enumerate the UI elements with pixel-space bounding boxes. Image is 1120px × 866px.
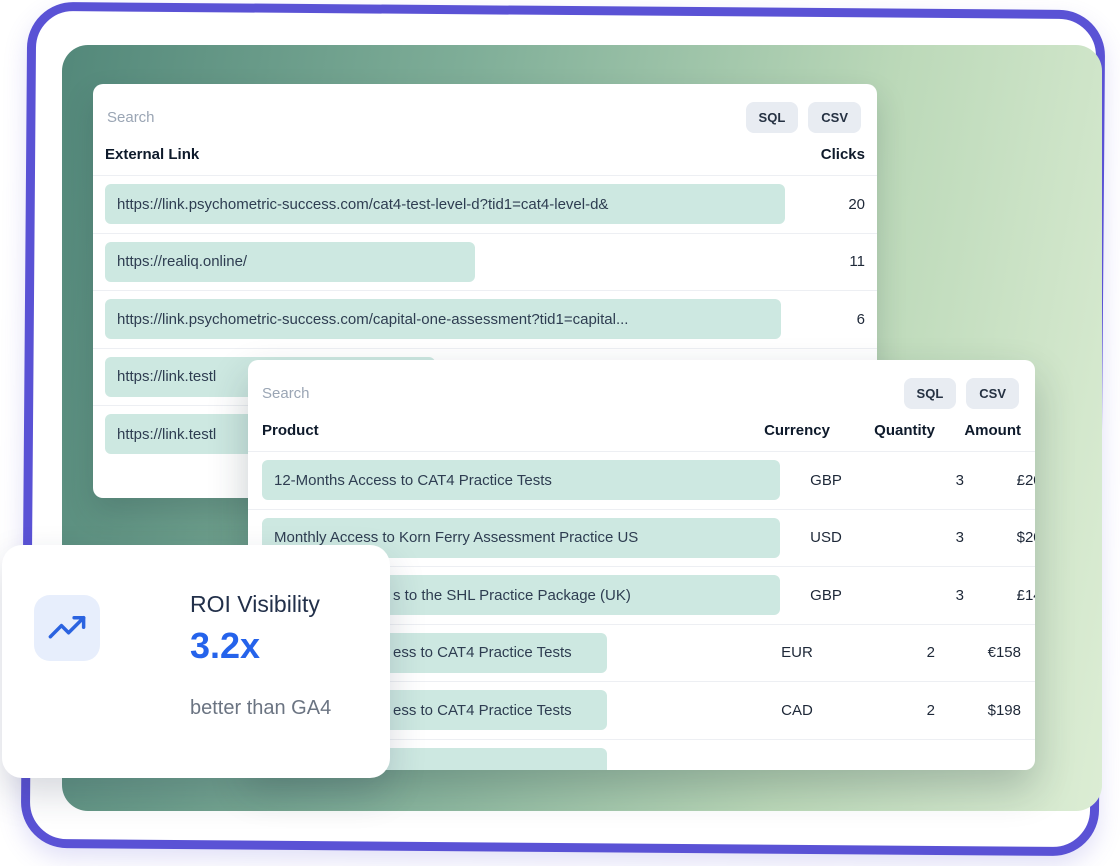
amount-value: $198 [987,701,1021,719]
table-row[interactable]: https://link.psychometric-success.com/ca… [93,175,877,233]
product-text: 12-Months Access to CAT4 Practice Tests [274,471,552,489]
link-text: https://link.psychometric-success.com/ca… [117,195,609,213]
column-header-external-link: External Link [105,146,200,163]
amount-value: £207 [1016,471,1035,489]
links-table-header: External Link Clicks [93,138,877,175]
column-header-amount: Amount [964,422,1021,439]
link-text: https://link.testl [117,425,217,443]
external-links-card: SQL CSV External Link Clicks https://lin… [93,84,877,498]
roi-stat-card: ROI Visibility 3.2x better than GA4 [2,545,390,778]
link-text: https://link.testl [117,368,217,386]
product-highlight-bar: 12-Months Access to CAT4 Practice Tests [262,460,780,501]
quantity-value: 2 [926,701,935,719]
links-csv-button[interactable]: CSV [808,101,861,133]
products-table-header: Product Currency Quantity Amount [248,414,1035,451]
currency-value: USD [810,529,842,547]
products-sql-button[interactable]: SQL [903,377,957,409]
link-text: https://link.psychometric-success.com/ca… [117,310,629,328]
products-export-buttons: SQL CSV [903,377,1019,409]
roi-value: 3.2x [190,625,261,666]
currency-value: GBP [810,586,842,604]
column-header-product: Product [262,422,319,439]
amount-value: £147 [1016,586,1035,604]
products-search-input[interactable] [254,380,904,406]
product-text: s to the SHL Practice Package (UK) [393,586,631,604]
amount-value: €158 [987,644,1021,662]
quantity-value: 3 [955,529,964,547]
currency-value: EUR [781,644,813,662]
trending-up-icon [34,595,100,661]
quantity-value: 3 [955,586,964,604]
quantity-value: 2 [926,644,935,662]
table-row[interactable]: https://link.psychometric-success.com/ca… [93,290,877,348]
column-header-clicks: Clicks [820,146,865,163]
link-text: https://realiq.online/ [117,253,248,271]
currency-value: CAD [781,701,813,719]
quantity-value: 3 [955,471,964,489]
table-row[interactable]: 12-Months Access to CAT4 Practice Tests … [248,451,1035,509]
currency-value: GBP [810,471,842,489]
product-text: ess to CAT4 Practice Tests [393,701,572,719]
roi-title: ROI Visibility [190,591,320,617]
clicks-value: 20 [848,195,865,213]
amount-value: $207 [1016,529,1035,547]
products-toolbar: SQL CSV [248,360,1035,414]
links-toolbar: SQL CSV [93,84,877,138]
link-highlight-bar: https://realiq.online/ [105,241,475,282]
links-search-input[interactable] [99,104,746,130]
table-row[interactable]: https://realiq.online/ 11 [93,232,877,291]
link-highlight-bar: https://link.psychometric-success.com/ca… [105,184,785,225]
clicks-value: 11 [849,253,865,271]
roi-subtitle: better than GA4 [190,697,332,719]
link-highlight-bar: https://link.psychometric-success.com/ca… [105,299,781,340]
links-export-buttons: SQL CSV [745,101,861,133]
column-header-quantity: Quantity [874,422,935,439]
product-text: ess to CAT4 Practice Tests [393,644,572,662]
column-header-currency: Currency [764,422,830,439]
clicks-value: 6 [856,310,865,328]
products-csv-button[interactable]: CSV [966,377,1019,409]
links-sql-button[interactable]: SQL [745,101,799,133]
product-text: Monthly Access to Korn Ferry Assessment … [274,529,639,547]
